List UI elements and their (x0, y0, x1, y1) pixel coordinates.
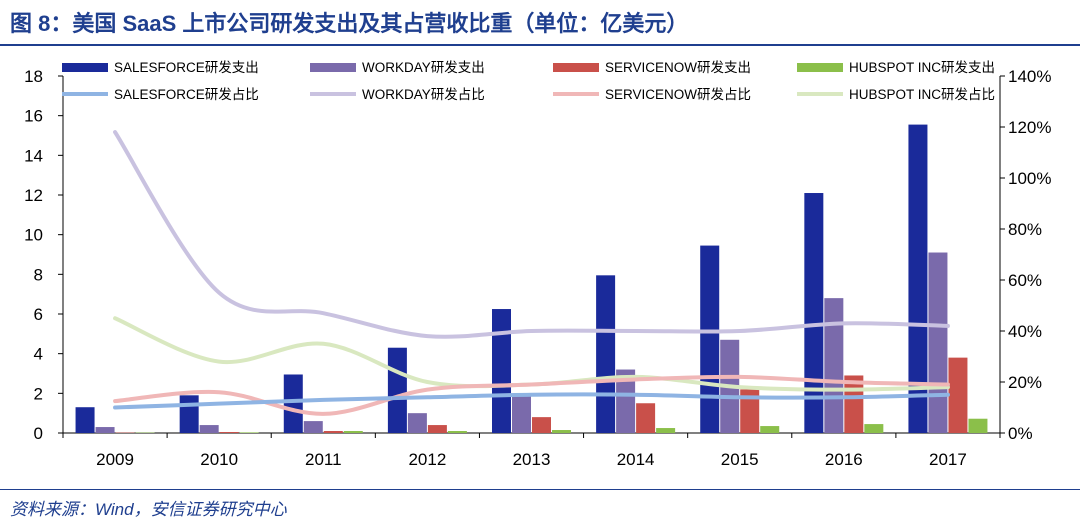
x-tick-label: 2016 (825, 450, 863, 469)
source-note: 资料来源：Wind，安信证券研究中心 (10, 500, 287, 519)
x-tick-label: 2010 (200, 450, 238, 469)
y2-tick-label: 100% (1008, 169, 1051, 188)
y-tick-label: 18 (24, 67, 43, 86)
x-tick-label: 2011 (305, 450, 342, 469)
legend: SALESFORCE研发支出 WORKDAY研发支出 SERVICENOW研发支出 H… (62, 60, 995, 102)
bar (199, 425, 219, 433)
y2-tick-label: 120% (1008, 118, 1051, 137)
y-tick-label: 6 (34, 305, 43, 324)
legend-label: WORKDAY研发支出 (362, 60, 485, 75)
bar (512, 395, 531, 433)
bar (636, 403, 656, 433)
legend-swatch (797, 63, 843, 72)
axes: 0 2 4 6 8 10 12 14 16 18 0% 20% 40% 60% 80% 100% 120% 140… (24, 67, 1051, 469)
x-tick-label: 2017 (929, 450, 967, 469)
y-tick-label: 4 (34, 345, 43, 364)
y-tick-label: 12 (24, 186, 43, 205)
legend-label: SERVICENOW研发支出 (605, 60, 751, 75)
bar (908, 124, 928, 433)
bar (343, 431, 363, 433)
series-line (113, 374, 950, 416)
y-tick-label: 10 (24, 226, 43, 245)
bar (447, 431, 467, 433)
y2-tick-label: 40% (1008, 322, 1042, 341)
source-divider (0, 489, 1080, 490)
bar (179, 395, 199, 433)
x-tick-label: 2009 (96, 450, 134, 469)
bar (239, 432, 259, 433)
bar (740, 389, 760, 433)
legend-swatch (310, 63, 356, 72)
y-tick-label: 16 (24, 107, 43, 126)
bar (323, 431, 343, 433)
legend-swatch (553, 63, 599, 72)
bar (219, 432, 239, 433)
legend-label: SALESFORCE研发占比 (114, 87, 259, 102)
bar (968, 418, 988, 433)
legend-label: SERVICENOW研发占比 (605, 87, 751, 102)
legend-label: WORKDAY研发占比 (362, 87, 485, 102)
y-tick-label: 14 (24, 146, 43, 165)
legend-label: HUBSPOT INC研发占比 (849, 87, 995, 102)
title-bar: 图 8：美国 SaaS 上市公司研发支出及其占营收比重（单位：亿美元） (0, 0, 1080, 46)
bar (552, 430, 571, 433)
bar (700, 245, 720, 433)
legend-label: HUBSPOT INC研发支出 (849, 60, 995, 75)
bar (532, 417, 551, 433)
bar (283, 374, 303, 433)
y-tick-label: 2 (34, 384, 43, 403)
x-tick-label: 2012 (408, 450, 446, 469)
bar (760, 426, 780, 433)
y2-tick-label: 80% (1008, 220, 1042, 239)
x-tick-label: 2013 (513, 450, 551, 469)
y-tick-label: 0 (34, 424, 43, 443)
bar (804, 193, 824, 433)
bar (864, 424, 884, 433)
x-tick-label: 2015 (721, 450, 759, 469)
bar (928, 252, 948, 433)
bar (596, 275, 616, 433)
series-line (113, 130, 950, 339)
bar (75, 407, 95, 433)
y2-tick-label: 0% (1008, 424, 1033, 443)
line-series (113, 130, 950, 416)
bar (303, 421, 323, 433)
bar (407, 413, 427, 433)
y-tick-label: 8 (34, 265, 43, 284)
x-tick-label: 2014 (617, 450, 655, 469)
bar (492, 309, 511, 433)
chart-title: 图 8：美国 SaaS 上市公司研发支出及其占营收比重（单位：亿美元） (10, 11, 689, 36)
y2-tick-label: 140% (1008, 67, 1051, 86)
bar (948, 357, 968, 433)
y2-tick-label: 60% (1008, 271, 1042, 290)
bar (95, 427, 115, 433)
y2-tick-label: 20% (1008, 373, 1042, 392)
series-line (113, 392, 950, 410)
legend-swatch (62, 63, 108, 72)
bar (387, 347, 407, 433)
bar (616, 369, 636, 433)
bar (824, 298, 844, 433)
bar-series (75, 124, 988, 433)
bar (656, 428, 676, 433)
bar (427, 425, 447, 433)
legend-label: SALESFORCE研发支出 (114, 60, 259, 75)
chart: 0 2 4 6 8 10 12 14 16 18 0% 20% 40% 60% 80% 100% 120% 140… (24, 60, 1051, 469)
